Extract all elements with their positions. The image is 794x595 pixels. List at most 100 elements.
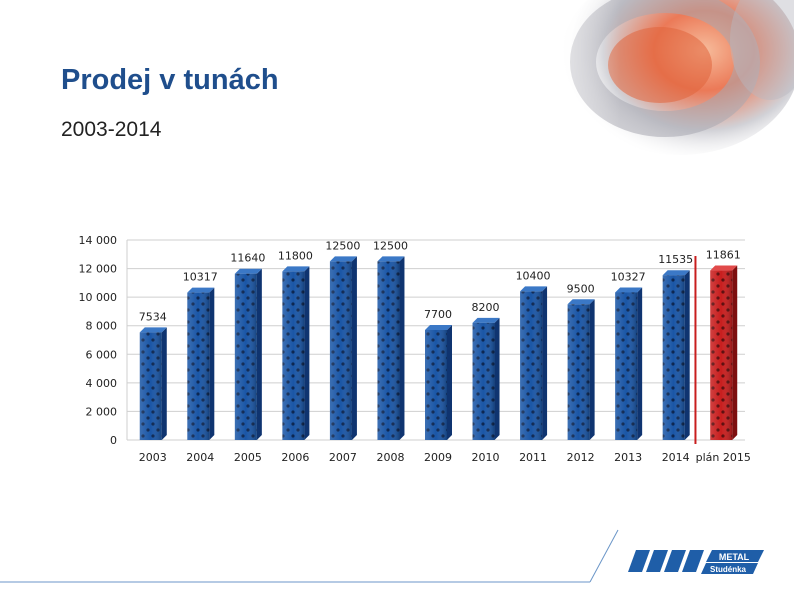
bar-shade (520, 291, 543, 440)
bar-side (589, 299, 595, 440)
bar-side (399, 256, 405, 440)
data-label: 11535 (658, 253, 693, 266)
bar-top (520, 286, 548, 292)
bar-top (329, 256, 357, 262)
x-tick-label: plán 2015 (696, 451, 751, 464)
bar-top (662, 270, 690, 276)
data-label: 10400 (516, 269, 551, 282)
bar-top (234, 268, 262, 274)
x-tick-label: 2010 (472, 451, 500, 464)
data-label: 11861 (706, 249, 741, 262)
page-title: Prodej v tunách (61, 64, 279, 96)
y-tick-label: 12 000 (79, 263, 118, 276)
y-tick-label: 10 000 (79, 291, 118, 304)
y-tick-label: 8 000 (86, 320, 118, 333)
data-label: 10317 (183, 271, 218, 284)
x-tick-label: 2008 (376, 451, 404, 464)
x-tick-label: 2014 (662, 451, 690, 464)
bar-2003 (139, 327, 167, 440)
bar-shade (472, 322, 495, 440)
steel-ring-photo (480, 0, 794, 160)
bar-2010 (472, 317, 500, 440)
bar-2009 (425, 325, 452, 440)
data-label: 12500 (325, 239, 360, 252)
y-tick-label: 0 (110, 434, 117, 447)
bar-2004 (187, 287, 215, 440)
y-tick-label: 4 000 (86, 377, 118, 390)
bar-side (542, 286, 548, 440)
bar-shade (377, 261, 400, 440)
bar-side (732, 265, 738, 440)
bar-2005 (234, 268, 262, 440)
bar-top (615, 287, 643, 293)
logo-mark (628, 550, 764, 574)
x-tick-label: 2009 (424, 451, 452, 464)
logo-brand: METAL (719, 552, 750, 562)
y-tick-label: 14 000 (79, 234, 118, 247)
footer-divider (589, 529, 619, 583)
data-label: 7700 (424, 308, 452, 321)
bar-shade (615, 292, 638, 440)
logo-place: Studénka (710, 565, 747, 574)
x-tick-label: 2013 (614, 451, 642, 464)
page-subtitle: 2003-2014 (61, 118, 162, 141)
bar-2014 (662, 270, 690, 440)
bar-2013 (615, 287, 643, 440)
bar-shade (139, 332, 162, 440)
bar-top (282, 266, 310, 272)
bars (139, 256, 738, 444)
x-axis: 2003 2004 2005 2006 2007 2008 2009 2010 2011 2012… (139, 451, 751, 464)
bar-top (187, 287, 215, 293)
x-tick-label: 2003 (139, 451, 167, 464)
bar-top (139, 327, 167, 333)
bar-side (447, 325, 452, 440)
bar-shade (187, 292, 210, 440)
bar-shade (234, 273, 257, 440)
bar-top (567, 299, 595, 305)
x-tick-label: 2012 (567, 451, 595, 464)
bar-side (494, 317, 500, 440)
bar-side (304, 266, 310, 440)
x-tick-label: 2004 (186, 451, 214, 464)
bar-top (710, 265, 738, 271)
data-label: 9500 (567, 282, 595, 295)
bar-side (637, 287, 643, 440)
bar-top (425, 325, 452, 330)
x-tick-label: 2006 (281, 451, 309, 464)
bar-2006 (282, 266, 310, 440)
bar-shade (567, 304, 590, 440)
y-tick-label: 2 000 (86, 405, 118, 418)
bar-plán-2015 (710, 265, 738, 440)
bar-shade (710, 270, 733, 440)
bar-side (684, 270, 690, 440)
bar-shade (329, 261, 352, 440)
data-label: 11640 (230, 252, 265, 265)
y-tick-label: 6 000 (86, 348, 118, 361)
bar-2007 (329, 256, 357, 440)
data-label: 12500 (373, 239, 408, 252)
x-tick-label: 2007 (329, 451, 357, 464)
data-label: 10327 (611, 270, 646, 283)
bar-shade (282, 271, 305, 440)
data-label: 7534 (139, 310, 167, 323)
bar-side (209, 287, 215, 440)
x-tick-label: 2005 (234, 451, 262, 464)
bar-side (256, 268, 262, 440)
bar-side (161, 327, 167, 440)
bar-shade (662, 275, 685, 440)
bar-side (351, 256, 357, 440)
bar-top (472, 317, 500, 323)
bar-shade (425, 330, 447, 440)
data-label: 8200 (472, 301, 500, 314)
bar-2008 (377, 256, 405, 440)
bar-top (377, 256, 405, 262)
data-labels: 7534 10317 11640 11800 12500 12500 7700 8200 104… (139, 239, 741, 323)
data-label: 11800 (278, 249, 313, 262)
y-axis: 0 2 000 4 000 6 000 8 000 10 000 12 000 14 000 (79, 234, 118, 447)
bar-2011 (520, 286, 548, 440)
x-tick-label: 2011 (519, 451, 547, 464)
bar-2012 (567, 299, 595, 440)
